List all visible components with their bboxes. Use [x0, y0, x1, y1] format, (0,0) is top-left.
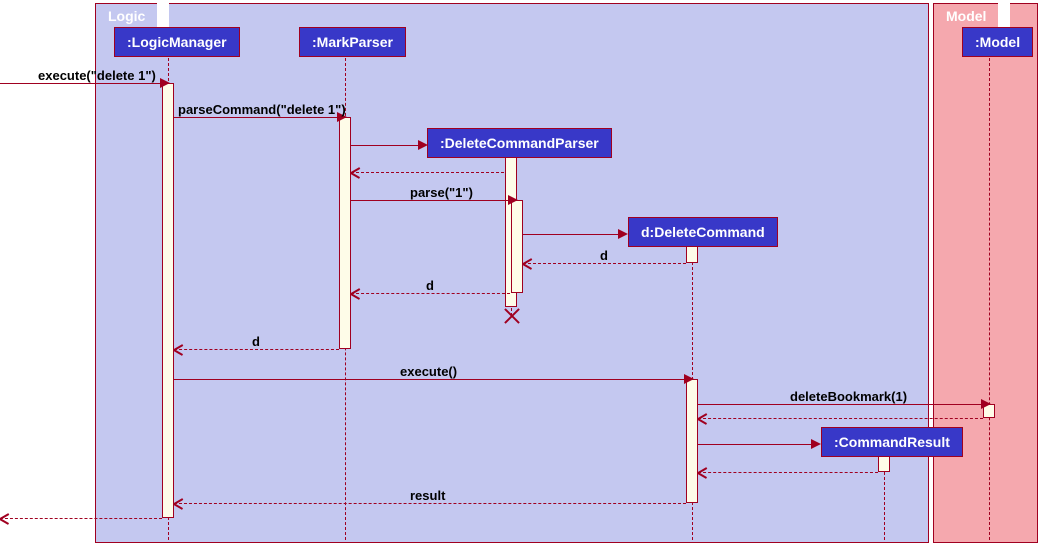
participant-dc: d:DeleteCommand — [628, 217, 778, 247]
msg-head-5 — [618, 229, 628, 239]
msg-line-14 — [174, 503, 686, 504]
msg-line-9 — [174, 379, 686, 380]
activation-mp-1 — [339, 117, 351, 349]
msg-label-4: parse("1") — [410, 185, 473, 200]
msg-line-8 — [174, 349, 339, 350]
msg-head-12 — [811, 439, 821, 449]
msg-label-8: d — [252, 334, 260, 349]
msg-line-2 — [351, 145, 420, 146]
activation-dcp-3 — [511, 200, 523, 293]
msg-label-1: parseCommand("delete 1") — [178, 102, 346, 117]
model-frame-label: Model — [934, 4, 998, 28]
logic-frame-label: Logic — [96, 4, 157, 28]
msg-line-15 — [0, 518, 162, 519]
msg-head-10 — [981, 399, 991, 409]
msg-label-7: d — [426, 278, 434, 293]
destroy-dcp — [501, 306, 521, 326]
msg-head-0 — [160, 78, 170, 88]
participant-mp: :MarkParser — [299, 27, 406, 57]
msg-line-12 — [698, 444, 813, 445]
msg-label-9: execute() — [400, 364, 457, 379]
msg-line-7 — [351, 293, 510, 294]
msg-line-11 — [698, 418, 983, 419]
msg-line-0 — [0, 83, 162, 84]
lifeline-mod — [989, 58, 990, 540]
model-frame: Model — [933, 3, 1038, 543]
participant-dcp: :DeleteCommandParser — [427, 128, 612, 158]
msg-line-5 — [523, 234, 620, 235]
msg-line-4 — [351, 200, 510, 201]
activation-dc-5 — [686, 379, 698, 503]
msg-line-10 — [698, 404, 983, 405]
participant-mod: :Model — [962, 27, 1033, 57]
sequence-diagram: Logic Model :LogicManager :MarkParser :Delet… — [0, 0, 1041, 546]
msg-line-3 — [351, 172, 504, 173]
msg-label-0: execute("delete 1") — [38, 68, 156, 83]
participant-cr: :CommandResult — [821, 427, 963, 457]
msg-head-4 — [508, 195, 518, 205]
msg-label-14: result — [410, 488, 445, 503]
msg-head-9 — [684, 374, 694, 384]
msg-line-1 — [174, 117, 339, 118]
msg-head-2 — [418, 140, 428, 150]
activation-lm-0 — [162, 83, 174, 518]
msg-line-13 — [698, 472, 878, 473]
msg-label-10: deleteBookmark(1) — [790, 389, 907, 404]
msg-label-6: d — [600, 248, 608, 263]
participant-lm: :LogicManager — [114, 27, 240, 57]
msg-line-6 — [523, 263, 686, 264]
